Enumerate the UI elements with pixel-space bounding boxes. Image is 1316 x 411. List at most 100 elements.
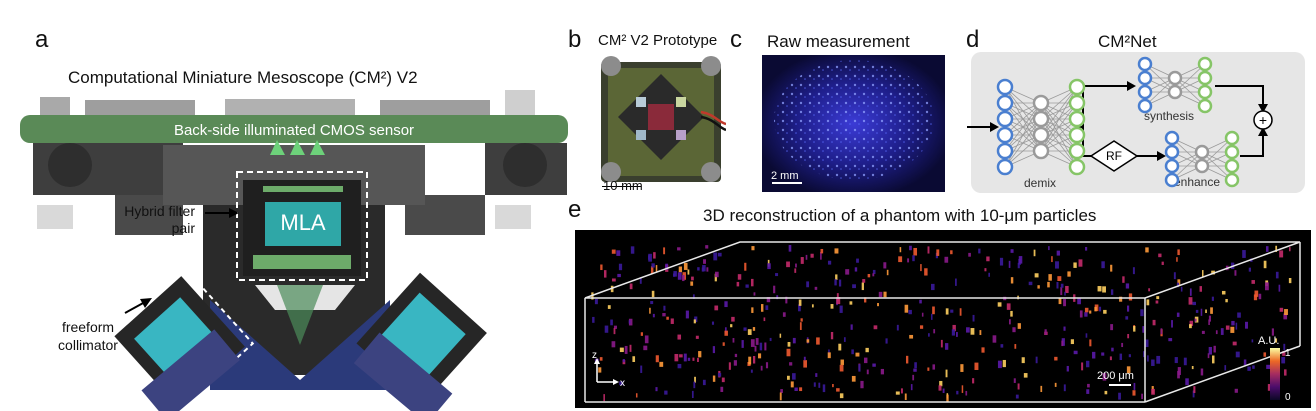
particle [877, 303, 879, 307]
particle [1132, 390, 1136, 396]
particle [920, 264, 922, 272]
screw-icon [701, 56, 721, 76]
particle [885, 338, 888, 344]
particle [753, 292, 756, 296]
particle [724, 301, 728, 308]
net-node [1137, 84, 1153, 100]
net-node [1068, 110, 1086, 128]
particle [1275, 271, 1279, 279]
net-node [1197, 70, 1213, 86]
particle [1252, 365, 1255, 369]
particle [1085, 333, 1088, 338]
particle [692, 294, 695, 300]
particle [866, 369, 869, 375]
particle [788, 245, 792, 252]
particle [764, 342, 767, 351]
screw-icon [701, 162, 721, 182]
particle [1194, 318, 1197, 322]
particle [1013, 378, 1016, 383]
particle [1063, 384, 1066, 392]
particle [785, 296, 788, 304]
particle [1058, 298, 1062, 305]
particle [1145, 247, 1149, 253]
particle [815, 373, 818, 377]
particle [1077, 297, 1081, 305]
particle [747, 329, 752, 335]
z-axis-label: z [592, 350, 597, 361]
particle [613, 325, 617, 329]
particle [858, 364, 861, 372]
particle [1119, 353, 1123, 361]
particle [750, 339, 755, 347]
particle [867, 274, 871, 278]
particle [1119, 296, 1123, 302]
particle [1028, 281, 1033, 286]
particle [592, 316, 595, 323]
particle [1211, 270, 1215, 275]
particle [950, 309, 954, 313]
particle [984, 268, 987, 272]
particle [1070, 339, 1074, 345]
particle [1008, 319, 1011, 325]
particle [836, 297, 841, 305]
particle [1174, 357, 1178, 364]
particle [1235, 351, 1240, 358]
particle [1014, 344, 1017, 349]
particle [780, 389, 783, 393]
particle [940, 339, 943, 348]
particle [905, 355, 909, 364]
particle [1237, 312, 1241, 318]
particle [1194, 316, 1199, 323]
particle [1063, 326, 1066, 331]
panel-d-title: CM²Net [1098, 32, 1157, 51]
particle [611, 249, 616, 254]
net-node [1224, 144, 1240, 160]
net-node [1164, 130, 1180, 146]
particle [1140, 309, 1144, 317]
particle [1176, 312, 1180, 317]
particle [653, 252, 656, 259]
particle [945, 308, 949, 315]
particle [677, 334, 682, 340]
particle [880, 368, 885, 375]
particle [651, 263, 655, 268]
particle [628, 318, 633, 326]
particle [603, 270, 607, 278]
particle [1122, 276, 1125, 283]
particle [927, 246, 930, 254]
particle [872, 269, 876, 275]
particle [959, 308, 962, 316]
net-node [1137, 98, 1153, 114]
particle [752, 327, 756, 331]
particle [1284, 309, 1288, 315]
particle [655, 355, 659, 363]
net-node [996, 94, 1014, 112]
particle [1156, 296, 1160, 300]
net-node [996, 78, 1014, 96]
miniscope-cad-diagram: Back-side illuminated CMOS sensor MLA [20, 90, 568, 411]
particle [1283, 313, 1288, 320]
cm2net-diagram: RF + demix synthesis enhance [967, 52, 1305, 193]
particle [624, 345, 628, 354]
particle [840, 359, 844, 365]
particle [722, 342, 725, 346]
particle [618, 263, 623, 271]
panel-b-letter: b [568, 26, 582, 53]
particle [750, 369, 753, 373]
particle [613, 328, 616, 335]
particle [1251, 280, 1255, 284]
particle [1265, 282, 1269, 291]
particle [594, 298, 598, 305]
particle [765, 362, 769, 369]
particle [974, 362, 979, 370]
particle [1176, 257, 1178, 262]
particle [619, 347, 624, 353]
particle [1126, 305, 1130, 312]
particle [851, 375, 856, 382]
particle [598, 367, 602, 373]
particle [610, 319, 613, 326]
net-node [1164, 144, 1180, 160]
particle [794, 387, 798, 392]
particle [685, 310, 689, 319]
particle [1010, 310, 1013, 317]
